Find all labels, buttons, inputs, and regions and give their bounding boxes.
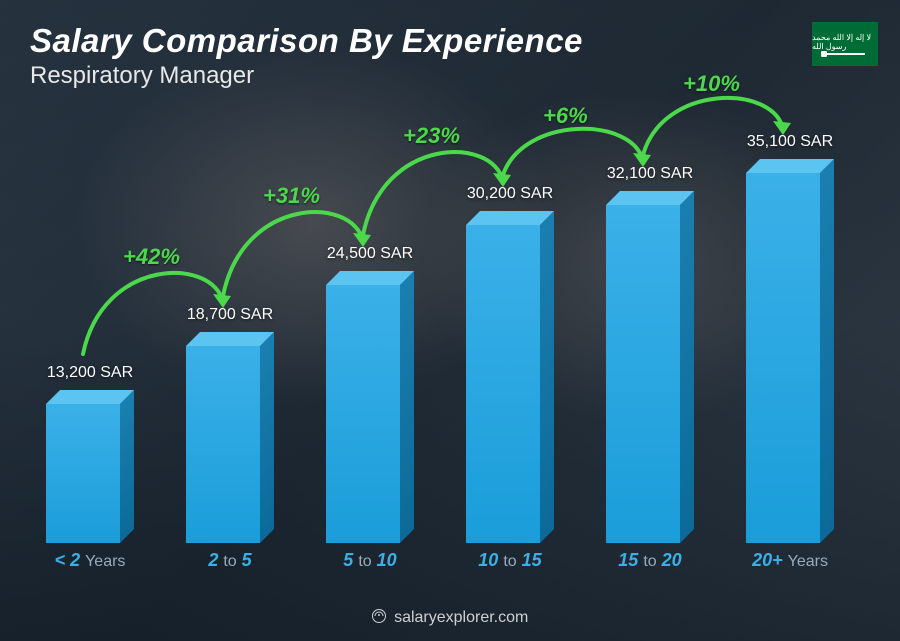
pct-change-label: +31% xyxy=(263,183,320,209)
page-subtitle: Respiratory Manager xyxy=(30,62,583,90)
bar-3d xyxy=(466,225,554,543)
bar-side-face xyxy=(820,159,834,543)
bar-front-face xyxy=(466,225,540,543)
pct-change-label: +10% xyxy=(683,71,740,97)
xaxis-label: 5 to 10 xyxy=(310,550,430,571)
bar-3d xyxy=(46,404,134,543)
xaxis-label: 2 to 5 xyxy=(170,550,290,571)
flag-script: لا إله إلا الله محمد رسول الله xyxy=(812,33,878,51)
pct-change-label: +23% xyxy=(403,123,460,149)
xaxis-label: 20+ Years xyxy=(730,550,850,571)
pct-change-label: +42% xyxy=(123,244,180,270)
bar-front-face xyxy=(186,346,260,543)
saudi-flag-icon: لا إله إلا الله محمد رسول الله xyxy=(812,22,878,66)
bar-3d xyxy=(746,173,834,543)
bar-front-face xyxy=(326,285,400,543)
logo-icon xyxy=(372,609,386,623)
salary-bar-chart: 13,200 SAR< 2 Years18,700 SAR2 to 5+42%2… xyxy=(30,101,870,571)
xaxis-label: 15 to 20 xyxy=(590,550,710,571)
bar-3d xyxy=(186,346,274,543)
bar-side-face xyxy=(400,271,414,543)
footer: salaryexplorer.com xyxy=(0,609,900,627)
bar-side-face xyxy=(260,332,274,543)
bar-front-face xyxy=(606,205,680,543)
bar-side-face xyxy=(680,191,694,543)
pct-change-label: +6% xyxy=(543,103,588,129)
flag-sword-icon xyxy=(825,53,865,55)
bar-front-face xyxy=(746,173,820,543)
bar-3d xyxy=(326,285,414,543)
bar-front-face xyxy=(46,404,120,543)
bar-3d xyxy=(606,205,694,543)
header: Salary Comparison By Experience Respirat… xyxy=(30,22,583,90)
footer-text: salaryexplorer.com xyxy=(394,609,528,626)
bar-top-face xyxy=(46,390,134,404)
bar-side-face xyxy=(120,390,134,543)
xaxis-label: 10 to 15 xyxy=(450,550,570,571)
page-title: Salary Comparison By Experience xyxy=(30,22,583,60)
xaxis-label: < 2 Years xyxy=(30,550,150,571)
bar-side-face xyxy=(540,211,554,543)
